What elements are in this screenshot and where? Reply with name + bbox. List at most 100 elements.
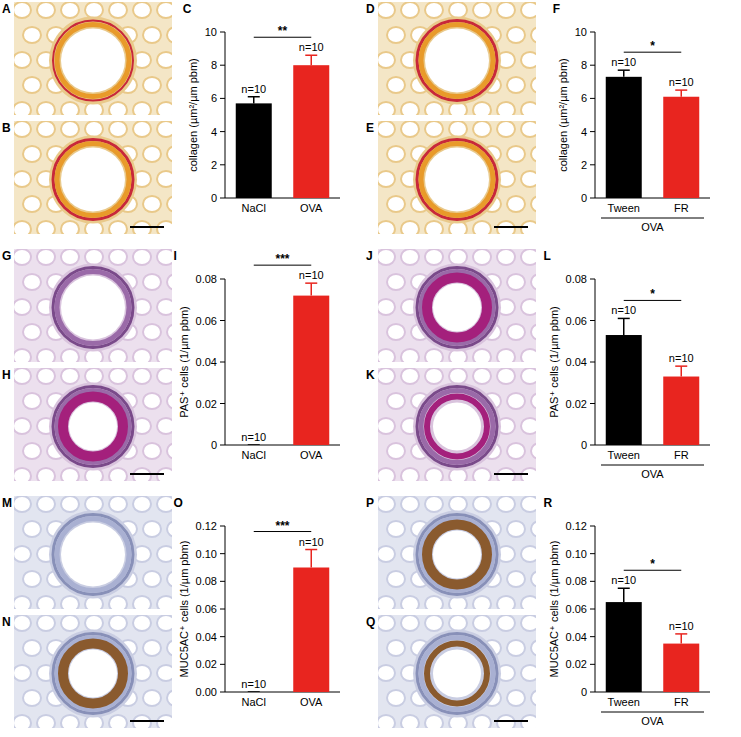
alveolus (387, 393, 405, 409)
alveolus (23, 146, 41, 162)
y-tick-label: 0.10 (196, 548, 217, 560)
alveolus (507, 146, 525, 162)
y-tick (590, 279, 595, 280)
alveolus (143, 393, 161, 409)
bars (248, 550, 330, 692)
airway-wall (413, 511, 501, 599)
y-tick (590, 581, 595, 582)
alveolus (23, 27, 41, 43)
image-ground (14, 249, 172, 362)
alveolus (14, 102, 31, 115)
x-tick-label: NaCl (242, 696, 266, 708)
airway-wall (413, 630, 501, 718)
alveolus (14, 496, 31, 512)
alveolus (109, 221, 127, 234)
alveolus (425, 349, 443, 362)
y-tick-label: 0 (211, 192, 217, 204)
airway-wall (49, 383, 137, 471)
alveolus (497, 249, 515, 265)
bar-chart: 0246810collagen (µm²/µm pbm)Fn=10Tweenn=… (553, 2, 710, 233)
alveolus (143, 274, 161, 290)
alveolus (521, 299, 536, 315)
alveolus (14, 299, 31, 315)
alveolus (401, 121, 419, 137)
alveolus (23, 393, 41, 409)
alveolus (143, 640, 161, 656)
alveolus (507, 393, 525, 409)
y-axis-title: PAS⁺ cells (1/µm pbm) (178, 306, 190, 418)
y-tick (590, 32, 595, 33)
y-tick (220, 65, 225, 66)
alveolus (378, 468, 395, 481)
alveolus (157, 349, 172, 362)
alveolus (143, 77, 161, 93)
bar (293, 296, 329, 445)
alveolus (109, 468, 127, 481)
image-ground (14, 615, 172, 728)
alveolus (425, 102, 443, 115)
bar (663, 97, 699, 198)
alveolus (521, 121, 536, 137)
bars (606, 70, 700, 198)
alveolus (109, 249, 127, 265)
histology-image: M (2, 496, 185, 612)
alveolus (23, 571, 41, 587)
y-tick-label: 0 (581, 686, 587, 698)
alveolus (378, 102, 395, 115)
error-bar (311, 55, 313, 65)
airway-ring (421, 638, 493, 710)
y-tick-label: 0 (581, 439, 587, 451)
alveolus (387, 690, 405, 706)
alveolus (167, 571, 172, 587)
alveolus (14, 121, 31, 137)
error-cap (675, 365, 687, 367)
x-tick-label: NaCl (242, 449, 266, 461)
alveolus (521, 2, 536, 18)
y-tick-label: 0.04 (196, 631, 217, 643)
histology-image: E (366, 121, 549, 237)
y-tick-label: 8 (581, 59, 587, 71)
alveolus (497, 368, 515, 384)
y-tick-label: 0.10 (566, 548, 587, 560)
histology-image: N (2, 615, 185, 731)
error-bar (681, 366, 683, 376)
airway-wall (49, 17, 137, 105)
alveolus (85, 121, 103, 137)
alveolus (157, 596, 172, 609)
group-label: OVA (641, 468, 664, 480)
alveolus (61, 596, 79, 609)
lumen (69, 403, 117, 451)
error-cap (618, 588, 630, 590)
stained-epithelium (63, 644, 123, 704)
lumen (425, 148, 489, 212)
lumen (61, 148, 125, 212)
y-tick (220, 32, 225, 33)
alveolus (109, 615, 127, 631)
alveolus (387, 324, 405, 340)
alveolus (143, 196, 161, 212)
significance-label: *** (275, 519, 289, 533)
scale-bar (130, 226, 164, 228)
airway-ring (57, 391, 129, 463)
y-tick-label: 0.08 (566, 575, 587, 587)
airway-ring (57, 25, 129, 97)
alveolus (157, 2, 172, 18)
y-tick-label: 0.08 (196, 575, 217, 587)
alveolus (401, 102, 419, 115)
histology-image: P (366, 496, 549, 612)
y-tick (590, 65, 595, 66)
airway-outer (53, 21, 133, 101)
image-ground (378, 368, 536, 481)
alveolus (14, 665, 31, 681)
x-tick-label: Tween (608, 202, 640, 214)
alveolus (37, 102, 55, 115)
n-label: n=10 (299, 41, 324, 53)
alveolus (473, 715, 491, 728)
panel-letter: K (366, 368, 375, 382)
alveolus (37, 496, 55, 512)
airway-wall (413, 136, 501, 224)
y-tick (590, 553, 595, 554)
image-content (378, 496, 536, 609)
alveolus (531, 146, 536, 162)
significance-label: * (650, 287, 655, 301)
